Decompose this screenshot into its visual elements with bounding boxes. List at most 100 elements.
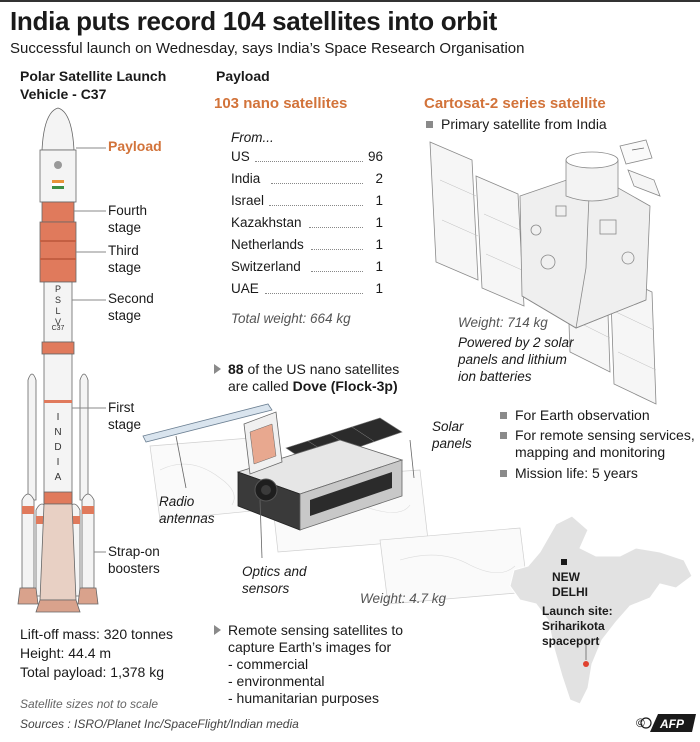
dove-name: Dove (Flock-3p) bbox=[292, 378, 398, 394]
leader-dots bbox=[271, 183, 363, 184]
dove-optics-label-1: Optics and bbox=[242, 564, 307, 579]
dove-radio-label-2: antennas bbox=[159, 511, 215, 526]
bullet-square-icon bbox=[426, 121, 433, 128]
dove-weight: Weight: 4.7 kg bbox=[360, 591, 447, 606]
rocket-body-c37: C37 bbox=[52, 325, 65, 332]
first-stage-label-1: First bbox=[108, 400, 135, 415]
remote-line-1: Remote sensing satellites to bbox=[214, 622, 403, 639]
first-stage-label-2: stage bbox=[108, 417, 142, 432]
cartosat-primary-text: Primary satellite from India bbox=[441, 116, 607, 132]
scale-note: Satellite sizes not to scale bbox=[20, 697, 159, 711]
leader-dots bbox=[265, 293, 363, 294]
rocket-illustration bbox=[17, 107, 99, 613]
sources-note: Sources : ISRO/Planet Inc/SpaceFlight/In… bbox=[20, 717, 299, 731]
second-stage-label-1: Second bbox=[108, 291, 154, 306]
country-count: 1 bbox=[375, 259, 383, 274]
cartosat-bullet-3: Mission life: 5 years bbox=[500, 465, 638, 482]
country-name: Kazakhstan bbox=[231, 215, 302, 230]
bullet-square-icon bbox=[500, 470, 507, 477]
remote-line-1-text: Remote sensing satellites to bbox=[228, 622, 404, 638]
dove-count: 88 bbox=[228, 361, 244, 377]
afp-logo-text: AFP bbox=[659, 717, 685, 731]
dove-optics-label-2: sensors bbox=[242, 581, 290, 596]
map-site-3: spaceport bbox=[542, 634, 600, 648]
leader-dots bbox=[311, 271, 363, 272]
cartosat-bullet-3-text: Mission life: 5 years bbox=[515, 465, 638, 481]
second-stage-label-2: stage bbox=[108, 308, 142, 323]
cartosat-power-2: panels and lithium bbox=[458, 352, 567, 367]
dove-satellite-illustration bbox=[142, 403, 529, 605]
page-subtitle: Successful launch on Wednesday, says Ind… bbox=[10, 40, 525, 57]
top-rule bbox=[0, 0, 700, 2]
map-site-1: Launch site: bbox=[542, 604, 613, 618]
remote-item-environmental: - environmental bbox=[228, 673, 325, 689]
leader-dots bbox=[309, 227, 363, 228]
cartosat-bullet-1: For Earth observation bbox=[500, 407, 650, 424]
third-stage-label-1: Third bbox=[108, 243, 139, 258]
dove-solar-label-1: Solar bbox=[432, 419, 464, 434]
country-row: US 96 bbox=[231, 149, 383, 171]
country-name: Switzerland bbox=[231, 259, 301, 274]
country-count: 1 bbox=[375, 281, 383, 296]
country-count: 1 bbox=[375, 237, 383, 252]
fourth-stage-label-1: Fourth bbox=[108, 203, 148, 218]
third-stage-label-2: stage bbox=[108, 260, 142, 275]
triangle-bullet-icon bbox=[214, 625, 221, 635]
country-row: Israel 1 bbox=[231, 193, 383, 215]
fourth-stage-label-2: stage bbox=[108, 220, 142, 235]
dove-line-1: 88 of the US nano satellites bbox=[214, 361, 399, 378]
country-row: Netherlands 1 bbox=[231, 237, 383, 259]
country-name: Netherlands bbox=[231, 237, 304, 252]
country-count: 1 bbox=[375, 193, 383, 208]
country-name: Israel bbox=[231, 193, 265, 208]
dove-line-2-text: are called bbox=[228, 378, 293, 394]
new-delhi-marker bbox=[561, 559, 567, 565]
country-name: India bbox=[231, 171, 261, 186]
country-row: Switzerland 1 bbox=[231, 259, 383, 281]
dove-solar-label-2: panels bbox=[432, 436, 472, 451]
bullet-square-icon bbox=[500, 432, 507, 439]
country-name: US bbox=[231, 149, 250, 164]
nano-heading: 103 nano satellites bbox=[214, 95, 348, 112]
afp-logo: AFP bbox=[640, 714, 696, 732]
rocket-height: Height: 44.4 m bbox=[20, 645, 112, 661]
nano-total-weight: Total weight: 664 kg bbox=[231, 311, 351, 326]
total-payload: Total payload: 1,378 kg bbox=[20, 664, 164, 680]
cartosat-primary: Primary satellite from India bbox=[426, 116, 607, 133]
nano-from-label: From... bbox=[231, 130, 274, 145]
rocket-payload-label: Payload bbox=[108, 138, 162, 154]
page-title: India puts record 104 satellites into or… bbox=[10, 6, 497, 36]
dove-line-1-text: of the US nano satellites bbox=[243, 361, 400, 377]
strapon-label-2: boosters bbox=[108, 561, 160, 576]
country-row: India 2 bbox=[231, 171, 383, 193]
country-name: UAE bbox=[231, 281, 259, 296]
map-capital-2: DELHI bbox=[552, 585, 588, 599]
bullet-square-icon bbox=[500, 412, 507, 419]
cartosat-power-3: ion batteries bbox=[458, 369, 532, 384]
india-map bbox=[509, 515, 693, 705]
leader-dots bbox=[255, 161, 363, 162]
rocket-callouts bbox=[72, 147, 106, 553]
copyright-icon: © bbox=[636, 716, 645, 730]
liftoff-mass: Lift-off mass: 320 tonnes bbox=[20, 626, 174, 642]
country-row: Kazakhstan 1 bbox=[231, 215, 383, 237]
leader-dots bbox=[311, 249, 363, 250]
remote-item-humanitarian: - humanitarian purposes bbox=[228, 690, 379, 706]
country-count: 2 bbox=[375, 171, 383, 186]
dove-radio-label-1: Radio bbox=[159, 494, 195, 509]
cartosat-weight: Weight: 714 kg bbox=[458, 315, 548, 330]
cartosat-satellite-illustration bbox=[429, 139, 661, 405]
cartosat-bullet-2: For remote sensing services, bbox=[500, 427, 695, 444]
cartosat-bullet-1-text: For Earth observation bbox=[515, 407, 650, 423]
payload-heading: Payload bbox=[216, 68, 270, 84]
country-count: 96 bbox=[367, 149, 383, 164]
triangle-bullet-icon bbox=[214, 364, 221, 374]
dove-line-2: are called Dove (Flock-3p) bbox=[228, 378, 398, 395]
country-count: 1 bbox=[375, 215, 383, 230]
sriharikota-marker bbox=[583, 661, 589, 667]
rocket-heading-line1: Polar Satellite Launch bbox=[20, 68, 167, 84]
leader-dots bbox=[269, 205, 363, 206]
